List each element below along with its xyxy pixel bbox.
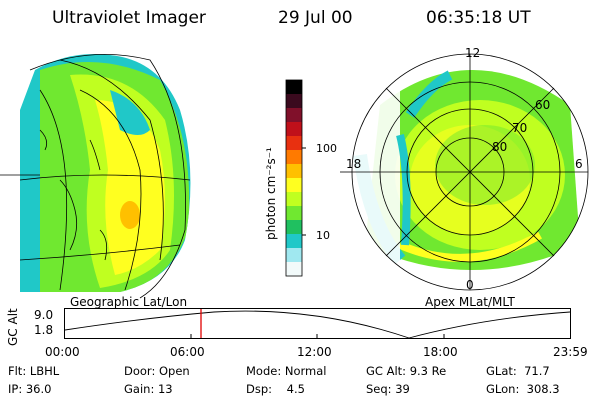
time-tick-0600: 06:00 xyxy=(170,345,205,359)
info-flt: Flt: LBHL xyxy=(8,364,60,378)
time-tick-1800: 18:00 xyxy=(423,345,458,359)
time-label: 06:35:18 UT xyxy=(426,8,531,28)
colorbar-segment xyxy=(286,234,302,249)
time-tick-2359: 23:59 xyxy=(553,345,588,359)
colorbar-segment xyxy=(286,108,302,123)
instrument-title: Ultraviolet Imager xyxy=(52,8,206,28)
mlat-label-60: 60 xyxy=(535,98,551,112)
geographic-auroral-image xyxy=(0,54,191,299)
info-gc-alt: GC Alt: 9.3 Re xyxy=(366,364,447,378)
colorbar-segment xyxy=(286,164,302,179)
mlt-label-6: 6 xyxy=(575,157,583,171)
colorbar-tick-100: 100 xyxy=(316,142,337,155)
colorbar-segment xyxy=(286,248,302,263)
colorbar-segment xyxy=(286,80,302,95)
date-label: 29 Jul 00 xyxy=(278,8,353,28)
colorbar xyxy=(285,79,306,277)
colorbar-segment xyxy=(286,262,302,277)
altitude-ylabel: GC Alt xyxy=(6,308,20,346)
altitude-ytick-1.8: 1.8 xyxy=(34,323,54,337)
colorbar-segment xyxy=(286,150,302,165)
colorbar-gradient xyxy=(286,80,302,277)
info-glon: GLon: 308.3 xyxy=(486,382,560,396)
colorbar-segment xyxy=(286,136,302,151)
info-ip: IP: 36.0 xyxy=(8,382,52,396)
info-mode: Mode: Normal xyxy=(246,364,327,378)
colorbar-tick-10: 10 xyxy=(316,229,330,242)
colorbar-segment xyxy=(286,192,302,207)
left-panel-caption: Geographic Lat/Lon xyxy=(70,295,188,309)
time-tick-1200: 12:00 xyxy=(297,345,332,359)
colorbar-unit-label: photon cm⁻²s⁻¹ xyxy=(264,147,278,240)
colorbar-segment xyxy=(286,206,302,221)
info-seq: Seq: 39 xyxy=(366,382,410,396)
altitude-ytick-9: 9.0 xyxy=(34,308,54,322)
info-door: Door: Open xyxy=(124,364,190,378)
colorbar-segment xyxy=(286,122,302,137)
mlat-label-70: 70 xyxy=(512,121,528,135)
info-glat: GLat: 71.7 xyxy=(486,364,550,378)
colorbar-segment xyxy=(286,94,302,109)
mlt-label-12: 12 xyxy=(465,46,481,60)
altitude-timeline xyxy=(64,308,571,339)
time-tick-0000: 00:00 xyxy=(45,345,80,359)
colorbar-segment xyxy=(286,178,302,193)
right-panel-caption: Apex MLat/MLT xyxy=(425,295,515,309)
mlt-label-18: 18 xyxy=(346,157,362,171)
mlat-label-80: 80 xyxy=(492,140,508,154)
info-gain: Gain: 13 xyxy=(124,382,173,396)
mlt-label-0: 0 xyxy=(466,278,474,292)
info-dsp: Dsp: 4.5 xyxy=(246,382,305,396)
colorbar-segment xyxy=(286,220,302,235)
polar-mlat-mlt-plot xyxy=(340,53,589,291)
